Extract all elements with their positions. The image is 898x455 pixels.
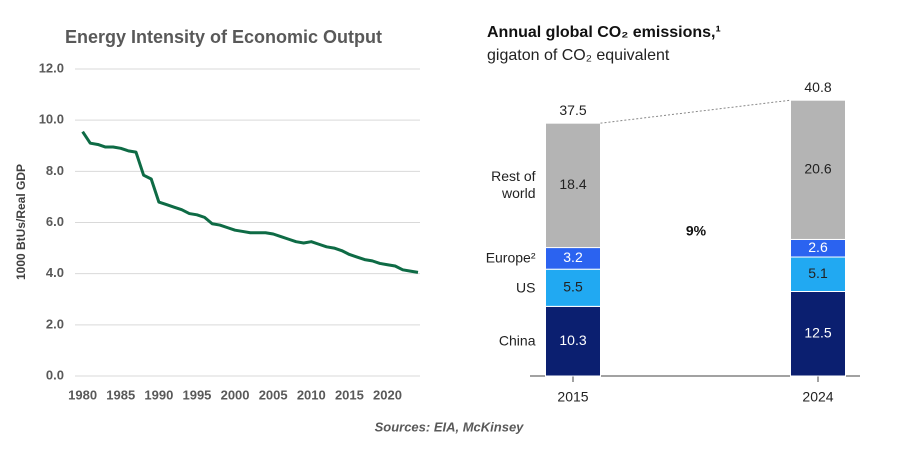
x-tick-label: 2024	[802, 389, 833, 405]
x-tick-label: 2015	[335, 387, 364, 402]
bar-segment	[545, 305, 601, 377]
y-tick-label: 10.0	[39, 112, 64, 127]
bar-segment	[545, 122, 601, 249]
bar-value-label: 3.2	[563, 249, 583, 265]
y-tick-label: 0.0	[46, 367, 64, 382]
annotation: 9%	[686, 223, 707, 239]
total-label: 37.5	[559, 102, 586, 118]
bar-value-label: 18.4	[559, 176, 586, 192]
series-label: US	[516, 279, 536, 296]
x-tick-label: 1995	[182, 387, 211, 402]
bar-value-label: 5.1	[808, 265, 828, 281]
y-axis-label: 1000 BtUs/Real GDP	[14, 164, 28, 280]
bar-segment	[545, 268, 601, 307]
series-label: Europe²	[485, 249, 536, 266]
bar-value-label: 12.5	[804, 324, 831, 340]
line-series	[81, 130, 419, 274]
chart-title: Annual global CO₂ emissions,¹	[487, 24, 721, 41]
x-tick-label: 2010	[297, 387, 326, 402]
series-label: Rest of world	[491, 168, 536, 202]
x-tick-label: 1990	[144, 387, 173, 402]
y-tick-label: 2.0	[46, 316, 64, 331]
y-tick-label: 8.0	[46, 163, 64, 178]
y-tick-label: 12.0	[39, 60, 64, 75]
y-tick-label: 6.0	[46, 214, 64, 229]
bar-value-label: 10.3	[559, 332, 586, 348]
bar-value-label: 5.5	[563, 278, 583, 294]
chart-subtitle: gigaton of CO₂ equivalent	[487, 47, 670, 64]
total-label: 40.8	[804, 79, 831, 95]
bar-value-label: 20.6	[804, 161, 831, 177]
chart-title: Energy Intensity of Economic Output	[65, 27, 382, 47]
bar-value-label: 2.6	[808, 239, 828, 255]
x-tick-label: 1985	[106, 387, 135, 402]
x-tick-label: 2005	[259, 387, 288, 402]
x-tick-label: 2015	[557, 389, 588, 405]
series-label: China	[498, 332, 536, 349]
connector	[600, 99, 791, 124]
bar-segment	[790, 291, 846, 377]
bar-segment	[790, 256, 846, 292]
x-tick-label: 2000	[221, 387, 250, 402]
bar-segment	[790, 99, 846, 240]
y-tick-label: 4.0	[46, 265, 64, 280]
source: Sources: EIA, McKinsey	[375, 419, 525, 434]
x-tick-label: 2020	[373, 387, 402, 402]
x-tick-label: 1980	[68, 387, 97, 402]
